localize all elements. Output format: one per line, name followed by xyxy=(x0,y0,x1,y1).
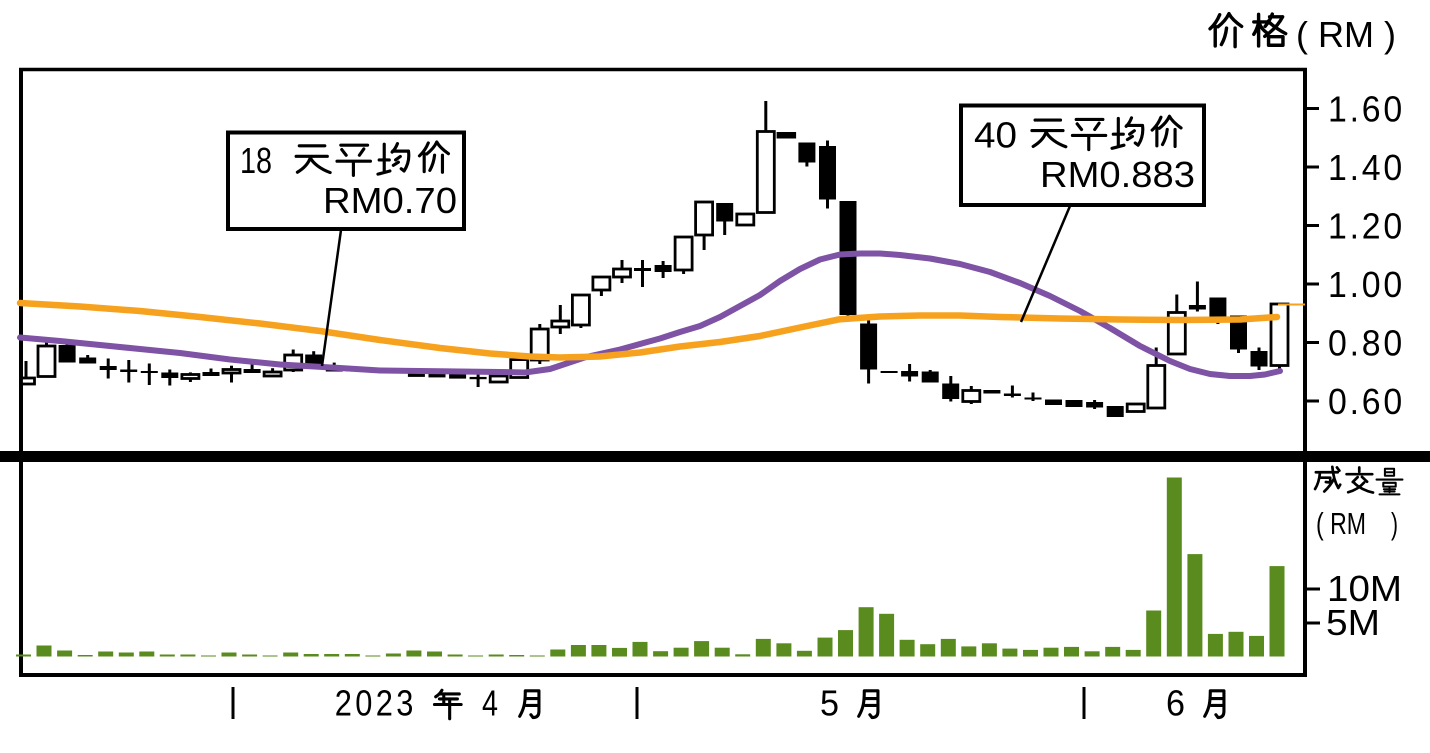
svg-text:RM0.883: RM0.883 xyxy=(1040,154,1195,195)
svg-text:1.40: 1.40 xyxy=(1328,147,1405,188)
svg-text:( RM: ( RM xyxy=(1316,506,1366,541)
svg-text:10M: 10M xyxy=(1327,568,1402,609)
svg-text:4: 4 xyxy=(482,683,498,724)
svg-text:40: 40 xyxy=(974,115,1017,156)
svg-text:0.60: 0.60 xyxy=(1328,381,1405,422)
svg-text:): ) xyxy=(1391,506,1398,541)
svg-text:1.60: 1.60 xyxy=(1328,89,1405,130)
svg-text:5: 5 xyxy=(820,683,839,724)
svg-text:( RM ): ( RM ) xyxy=(1296,14,1396,55)
svg-text:6: 6 xyxy=(1166,683,1185,724)
svg-text:18: 18 xyxy=(240,140,272,181)
svg-text:0.80: 0.80 xyxy=(1328,323,1405,364)
svg-text:5M: 5M xyxy=(1326,602,1380,643)
svg-text:2023: 2023 xyxy=(335,683,417,724)
svg-text:1.00: 1.00 xyxy=(1328,264,1405,305)
svg-text:RM0.70: RM0.70 xyxy=(323,180,457,221)
svg-text:1.20: 1.20 xyxy=(1328,206,1405,247)
